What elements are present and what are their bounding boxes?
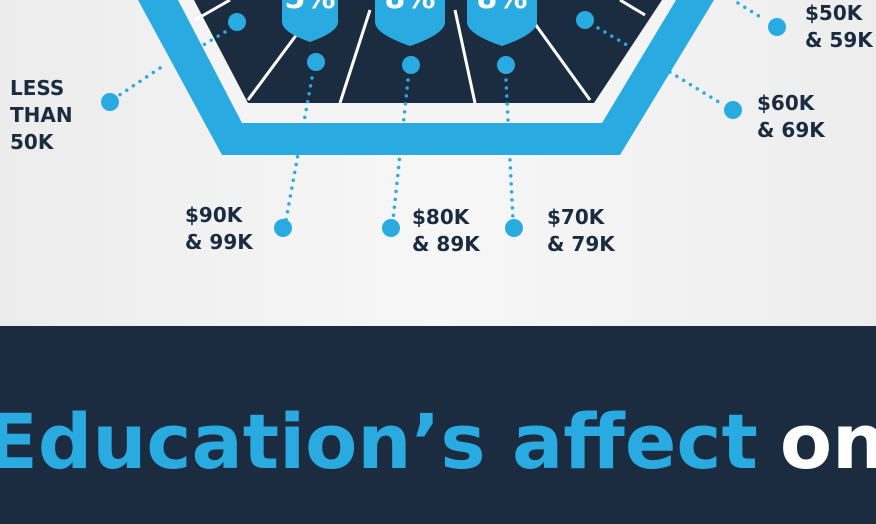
heading-highlight: Education’s affect	[0, 397, 758, 486]
label: & 69K	[757, 118, 826, 142]
label: $70K	[547, 205, 606, 229]
leaders	[101, 1, 786, 237]
label: $90K	[185, 203, 244, 227]
pin-label: 8%	[477, 0, 528, 16]
label: $80K	[412, 205, 471, 229]
label: & 89K	[412, 232, 481, 256]
label: & 99K	[185, 230, 254, 254]
label: $50K	[805, 1, 864, 25]
label: LESS	[10, 76, 64, 100]
label: 50K	[10, 130, 55, 154]
bracket-labels: LESS THAN 50K $50K & 59K $60K & 69K $70K…	[10, 1, 874, 256]
pin-label: 5%	[285, 0, 336, 16]
heading-band	[0, 326, 876, 524]
label: & 79K	[547, 232, 616, 256]
pin-label: 8%	[385, 0, 436, 16]
heading-rest: on d	[780, 397, 876, 486]
label: $60K	[757, 91, 816, 115]
spokes	[194, 0, 646, 104]
label: THAN	[10, 103, 73, 127]
label: & 59K	[805, 28, 874, 52]
pins: 5% 8% 8%	[282, 0, 537, 46]
